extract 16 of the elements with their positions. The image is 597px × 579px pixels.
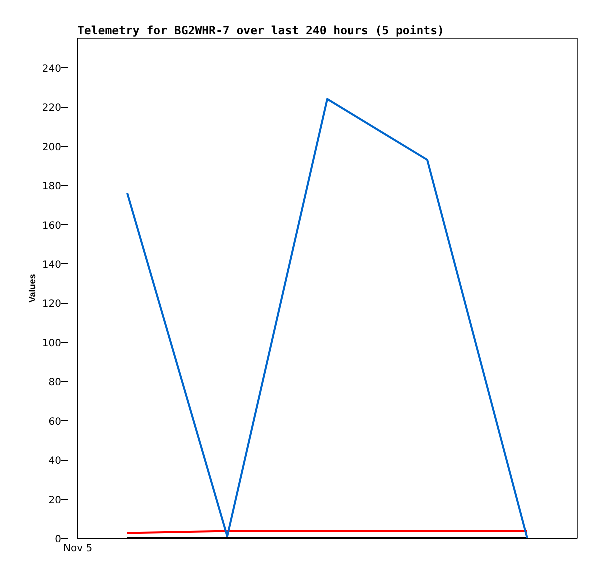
y-tick-label: 40 xyxy=(48,456,62,468)
y-tick-label: 120 xyxy=(42,299,62,310)
chart-title: Telemetry for BG2WHR-7 over last 240 hours (5 points) xyxy=(78,24,444,38)
y-tick-label: 20 xyxy=(48,495,62,506)
y-tick-label: 180 xyxy=(42,182,62,193)
y-tick-label: 60 xyxy=(48,416,62,428)
y-tick-label: 0 xyxy=(55,534,62,546)
y-tick-label: 200 xyxy=(42,142,62,154)
text: Nov 5 xyxy=(64,544,93,554)
y-tick-label: 140 xyxy=(42,260,62,271)
y-tick-label: 80 xyxy=(48,378,62,389)
y-tick-label: 160 xyxy=(42,220,62,232)
y-tick-label: 240 xyxy=(42,64,62,75)
y-tick-label: 100 xyxy=(42,338,62,350)
y-tick-label: 220 xyxy=(42,103,62,114)
y-axis-title: Values xyxy=(27,274,38,303)
